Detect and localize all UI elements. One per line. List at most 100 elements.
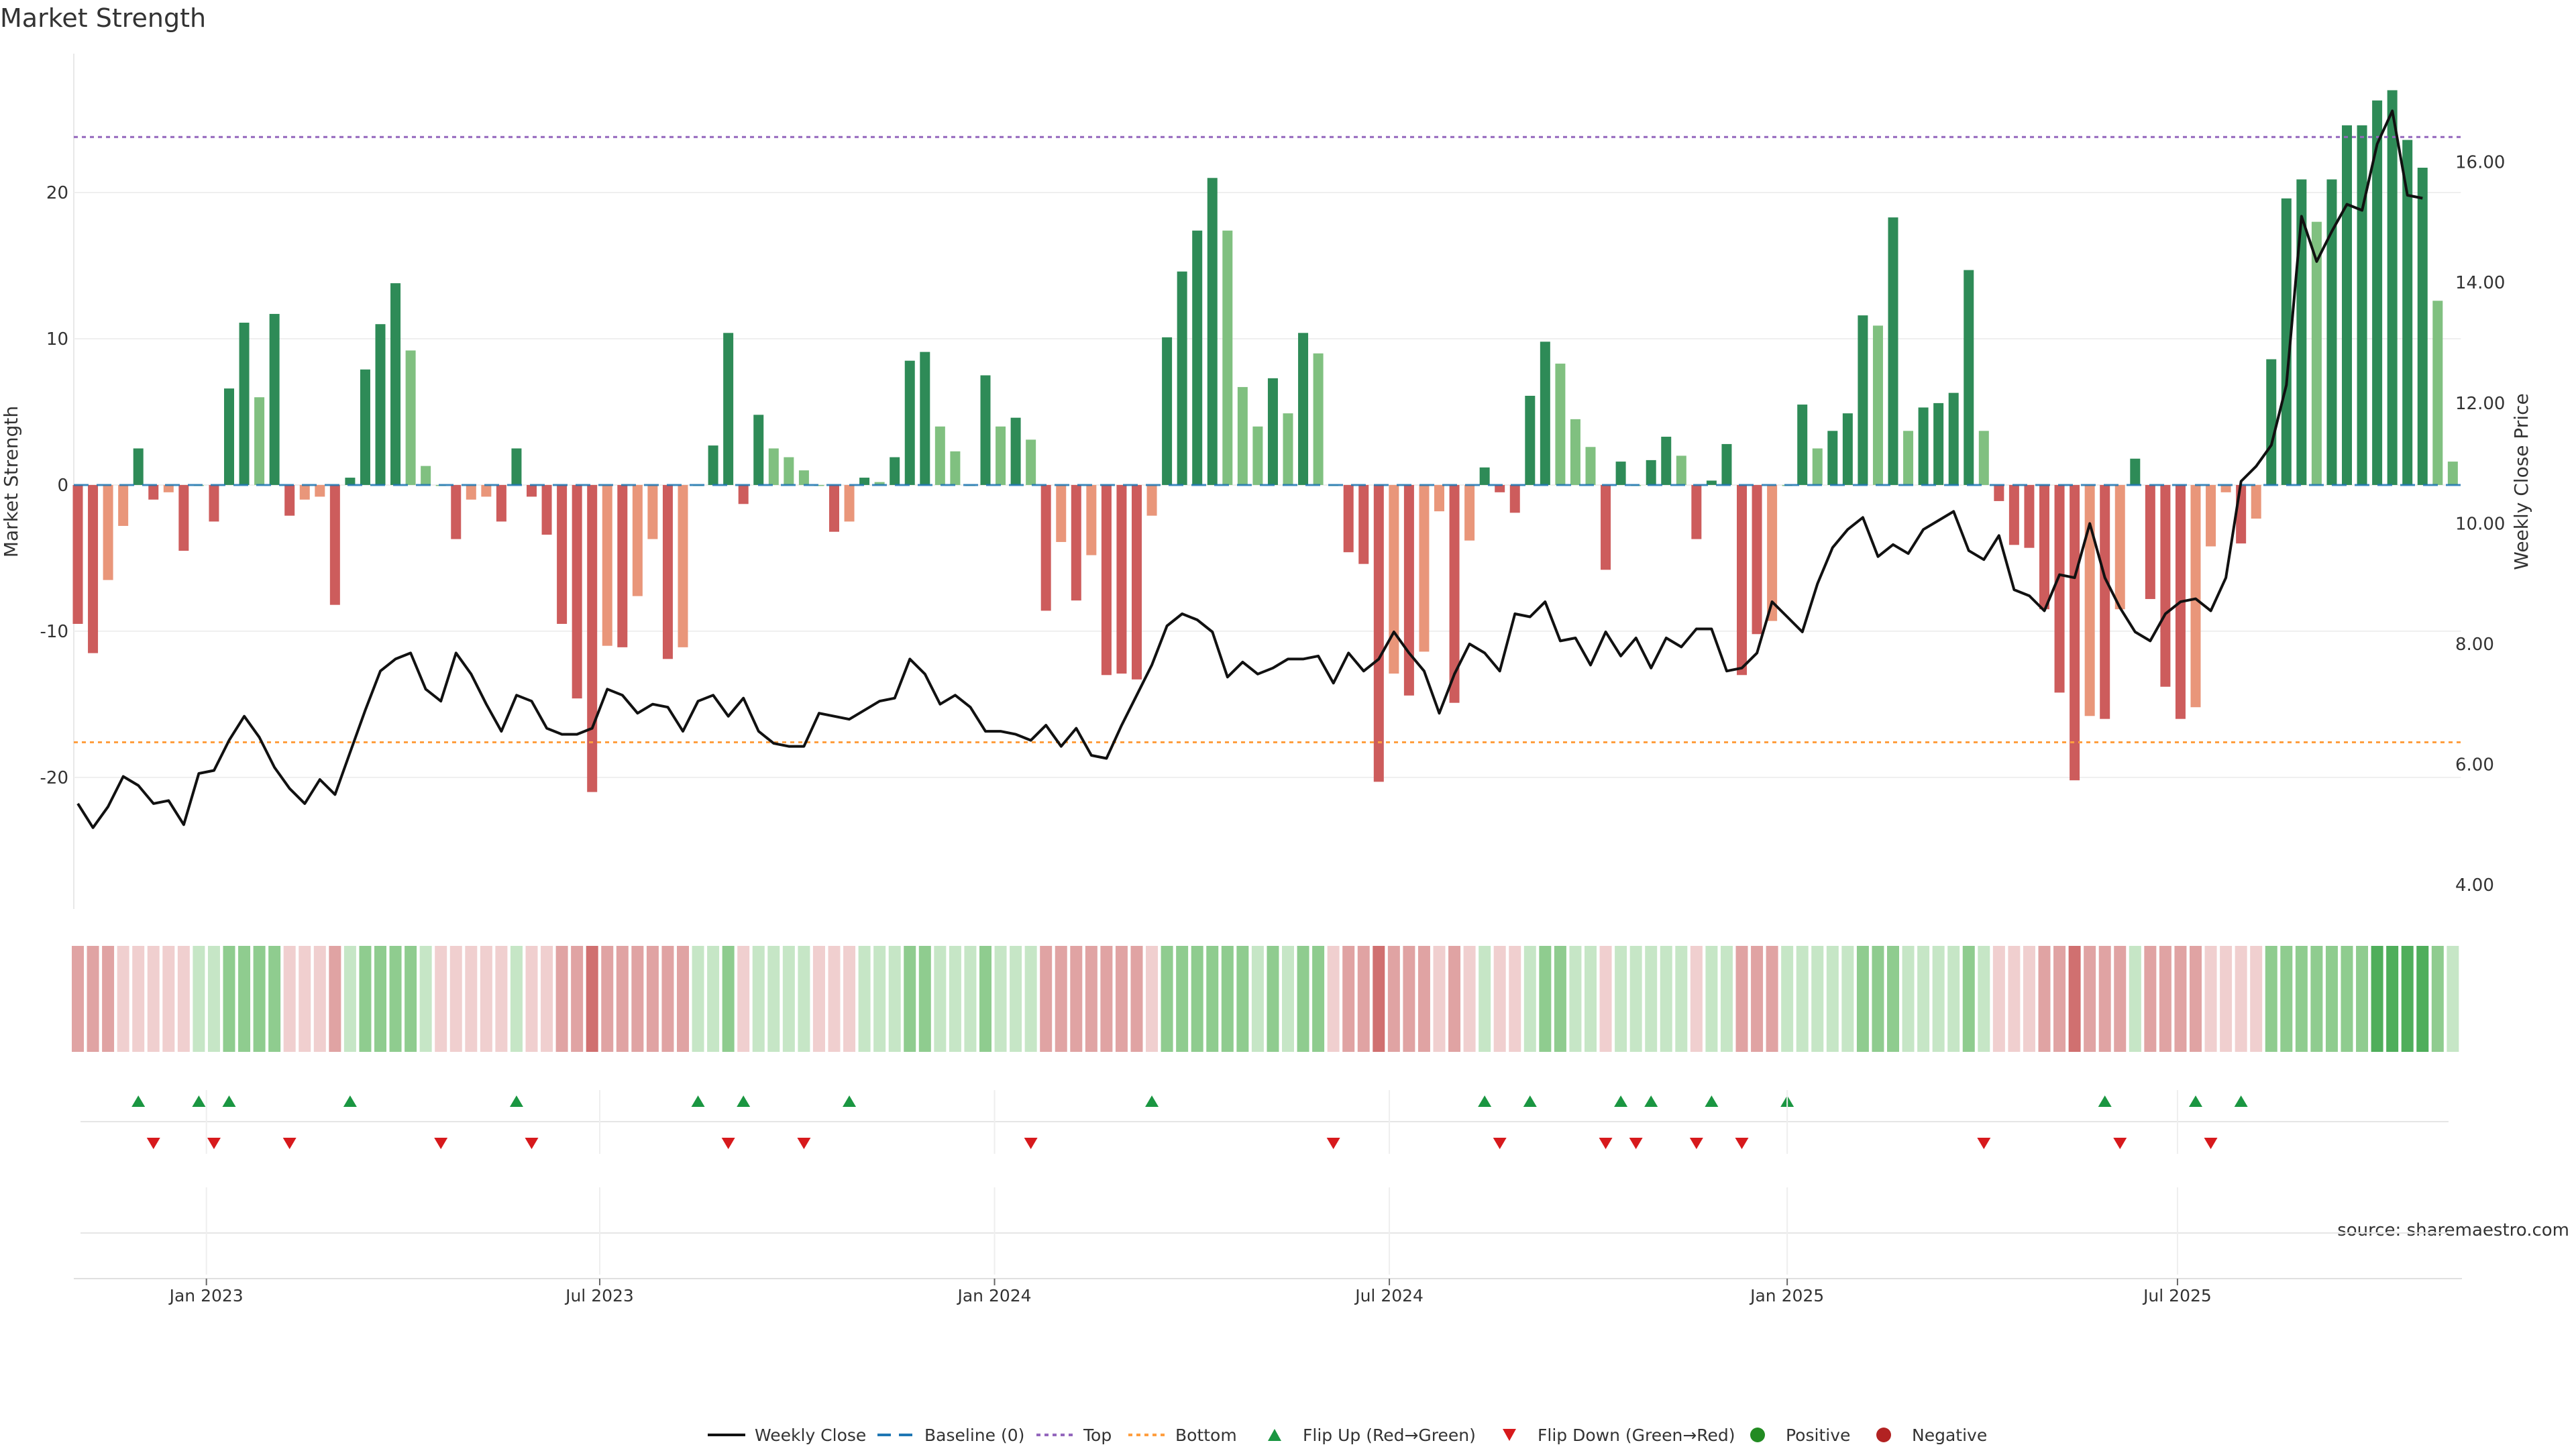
strength-bar bbox=[1978, 431, 1989, 485]
strength-bar bbox=[798, 470, 809, 485]
x-tick-label: Jul 2024 bbox=[1354, 1286, 1424, 1305]
weekly-close-line bbox=[76, 109, 2423, 829]
flip-down-marker bbox=[1629, 1138, 1643, 1149]
strip-cell bbox=[1660, 946, 1672, 1052]
strip-cell bbox=[964, 946, 977, 1052]
strip-cell bbox=[1403, 946, 1415, 1052]
flip-markers bbox=[80, 1095, 2449, 1234]
strength-bar bbox=[1237, 386, 1248, 485]
strip-cell bbox=[631, 946, 644, 1052]
strip-cell bbox=[1751, 946, 1764, 1052]
strip-cell bbox=[329, 946, 341, 1052]
strength-bar bbox=[390, 283, 401, 485]
strip-cell bbox=[1585, 946, 1597, 1052]
strip-cell bbox=[1675, 946, 1688, 1052]
strip-cell bbox=[1978, 946, 1990, 1052]
strip-cell bbox=[1010, 946, 1022, 1052]
strength-bar bbox=[2281, 198, 2292, 485]
strip-cell bbox=[177, 946, 190, 1052]
strength-bar bbox=[451, 484, 462, 539]
strength-bar bbox=[1964, 270, 1974, 485]
weekly-close-path bbox=[76, 109, 2423, 829]
strip-cell bbox=[828, 946, 841, 1052]
strip-cell bbox=[2371, 946, 2383, 1052]
strength-bar bbox=[708, 445, 718, 485]
flip-down-marker bbox=[1326, 1138, 1340, 1149]
strength-bar bbox=[299, 484, 310, 500]
strength-bar bbox=[1948, 392, 1959, 485]
strip-cell bbox=[1146, 946, 1159, 1052]
strip-cell bbox=[1766, 946, 1778, 1052]
strip-cell bbox=[2053, 946, 2066, 1052]
strength-bar bbox=[753, 415, 764, 485]
left-tick-label: 10 bbox=[46, 329, 68, 350]
strip-cell bbox=[2098, 946, 2111, 1052]
strength-bar bbox=[1706, 480, 1717, 485]
strength-bars bbox=[72, 90, 2458, 792]
strip-cell bbox=[1463, 946, 1476, 1052]
strength-bar bbox=[2039, 484, 2049, 610]
strip-cell bbox=[2008, 946, 2021, 1052]
flip-down-marker bbox=[1977, 1138, 1991, 1149]
strength-bar bbox=[678, 484, 688, 647]
strength-bar bbox=[1026, 439, 1036, 485]
strip-cell bbox=[2310, 946, 2323, 1052]
strength-bar bbox=[1479, 467, 1490, 485]
strength-heat-strip bbox=[72, 946, 2459, 1052]
flip-down-marker bbox=[721, 1138, 735, 1149]
strength-bar bbox=[1903, 431, 1914, 485]
strip-cell bbox=[2084, 946, 2096, 1052]
strip-cell bbox=[2295, 946, 2308, 1052]
strip-cell bbox=[949, 946, 961, 1052]
strip-cell bbox=[102, 946, 115, 1052]
strength-bar bbox=[1252, 426, 1263, 485]
strength-bar bbox=[2084, 484, 2095, 716]
left-tick-label: -20 bbox=[40, 768, 68, 788]
strip-cell bbox=[994, 946, 1007, 1052]
flip-up-marker bbox=[843, 1095, 857, 1107]
strip-cell bbox=[616, 946, 629, 1052]
left-y-ticks: 20 10 0 -10 -20 bbox=[40, 183, 68, 788]
strip-cell bbox=[525, 946, 538, 1052]
strength-bar bbox=[829, 484, 839, 532]
strength-bar bbox=[934, 426, 945, 485]
strip-cell bbox=[2280, 946, 2293, 1052]
strip-cell bbox=[1085, 946, 1097, 1052]
strip-cell bbox=[873, 946, 886, 1052]
strength-bar bbox=[1146, 484, 1157, 516]
source-note: source: sharemaestro.com bbox=[2337, 1220, 2569, 1240]
strength-bar bbox=[239, 323, 250, 485]
right-tick-label: 8.00 bbox=[2455, 635, 2494, 655]
strength-bar bbox=[1434, 484, 1444, 512]
strip-cell bbox=[2235, 946, 2247, 1052]
strip-cell bbox=[2159, 946, 2171, 1052]
strip-cell bbox=[2068, 946, 2081, 1052]
strip-cell bbox=[1629, 946, 1642, 1052]
strip-cell bbox=[1191, 946, 1203, 1052]
strength-bar bbox=[980, 375, 991, 485]
legend-label: Baseline (0) bbox=[924, 1426, 1024, 1445]
strip-cell bbox=[1055, 946, 1067, 1052]
flip-up-marker bbox=[1523, 1095, 1537, 1107]
strength-bar bbox=[1812, 448, 1823, 485]
flip-up-marker bbox=[1478, 1095, 1492, 1107]
strip-cell bbox=[1115, 946, 1128, 1052]
strip-cell bbox=[1887, 946, 1899, 1052]
strength-bar bbox=[1495, 484, 1505, 492]
legend-swatch-dot bbox=[1750, 1428, 1765, 1442]
strength-bar bbox=[1540, 341, 1550, 485]
strength-bar bbox=[2326, 179, 2337, 485]
strip-cell bbox=[2401, 946, 2414, 1052]
strip-cell bbox=[117, 946, 129, 1052]
flip-up-marker bbox=[131, 1095, 146, 1107]
flip-up-marker bbox=[1145, 1095, 1159, 1107]
strength-bar bbox=[920, 352, 930, 485]
strip-cell bbox=[1539, 946, 1552, 1052]
strip-cell bbox=[692, 946, 704, 1052]
strip-cell bbox=[1312, 946, 1325, 1052]
strength-bar bbox=[1827, 431, 1838, 485]
strength-bar bbox=[2145, 484, 2155, 599]
strength-bar bbox=[859, 478, 870, 485]
flip-up-marker bbox=[2234, 1095, 2248, 1107]
